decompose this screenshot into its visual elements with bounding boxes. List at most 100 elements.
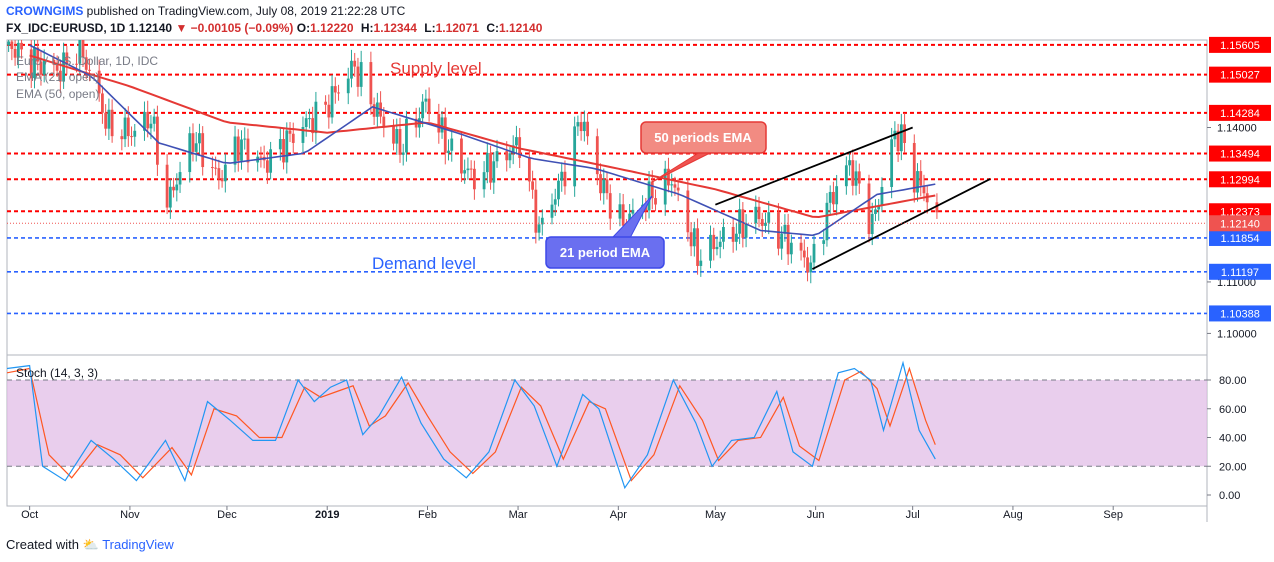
candle-body	[505, 151, 509, 161]
candle-body	[240, 139, 243, 161]
candle-body	[191, 133, 195, 152]
candle-body	[715, 246, 719, 250]
ema21-callout[interactable]: 21 period EMA	[545, 195, 665, 269]
candle-body	[835, 186, 839, 205]
candle-body	[874, 209, 877, 214]
candle-body	[731, 226, 735, 242]
price-level-tag	[1209, 305, 1271, 322]
candle-body	[398, 129, 402, 155]
candle-body	[104, 112, 108, 129]
candle-body	[783, 224, 787, 234]
candle-body	[401, 152, 405, 155]
candle-body	[712, 234, 716, 250]
time-tick-label: Jun	[807, 509, 825, 521]
candle-body	[495, 151, 499, 162]
stoch-tick-label: 0.00	[1219, 490, 1240, 502]
candle-body	[903, 124, 906, 143]
ema50-legend: EMA (50, open)	[16, 87, 99, 101]
candle-body	[692, 228, 696, 247]
candle-body	[133, 130, 137, 137]
candle-body	[621, 204, 625, 226]
tradingview-brand[interactable]: TradingView	[102, 537, 174, 552]
candle-body	[149, 123, 153, 129]
published-text: published on TradingView.com, July 08, 2…	[86, 4, 406, 18]
candle-body	[13, 48, 17, 58]
candle-body	[194, 143, 198, 152]
candle-body	[515, 137, 518, 146]
candle-body	[168, 186, 172, 208]
footer: Created with ⛅ TradingView	[6, 537, 174, 553]
candle-body	[372, 104, 376, 117]
candle-body	[278, 139, 282, 150]
candle-body	[223, 164, 227, 182]
publisher-name[interactable]: CROWNGIMS	[6, 4, 84, 18]
candle-body	[120, 136, 124, 140]
stoch-k-line	[7, 360, 936, 490]
candle-body	[722, 226, 725, 242]
candle-body	[460, 138, 463, 174]
candle-body	[802, 250, 806, 258]
price-level-labels: 1.156051.150271.142841.134941.129941.123…	[1209, 36, 1271, 322]
candle-body	[537, 224, 541, 233]
price-level-tag	[1209, 229, 1271, 246]
candle-body	[744, 223, 748, 238]
candle-body	[857, 171, 861, 184]
candle-body	[382, 116, 386, 127]
price-level-tag	[1209, 263, 1271, 280]
last-price-tag	[1209, 215, 1271, 232]
time-tick-label: Feb	[418, 509, 437, 521]
candle-body	[84, 57, 88, 70]
candle-body	[689, 232, 693, 247]
candle-body	[324, 101, 327, 105]
stoch-tick-label: 20.00	[1219, 461, 1247, 473]
candle-body	[337, 92, 340, 94]
candle-body	[832, 191, 835, 205]
candle-body	[734, 233, 738, 242]
high-value: 1.12344	[373, 21, 417, 35]
candle-body	[667, 168, 670, 186]
ema-50-line	[29, 54, 936, 219]
candle-body	[243, 138, 247, 140]
candle-body	[350, 60, 353, 79]
low-value: 1.12071	[435, 21, 479, 35]
candle-body	[663, 168, 667, 205]
candle-body	[935, 202, 939, 213]
candle-body	[764, 222, 767, 226]
candle-body	[7, 41, 11, 46]
candle-body	[650, 181, 654, 199]
tradingview-logo-icon[interactable]: ⛅	[82, 537, 99, 552]
price-level-value: 1.14284	[1220, 108, 1260, 120]
candle-body	[421, 101, 425, 119]
last-price-value: 1.12140	[1220, 218, 1260, 230]
candle-body	[469, 168, 473, 170]
candle-body	[754, 206, 758, 224]
candle-body	[178, 172, 182, 185]
ema21-callout-box	[545, 236, 665, 269]
candle-body	[447, 150, 450, 154]
candle-body	[236, 136, 240, 161]
candle-body	[288, 130, 292, 134]
stoch-d-line	[7, 366, 936, 482]
candle-body	[654, 198, 657, 205]
candle-body	[472, 168, 476, 190]
candle-body	[356, 66, 360, 87]
candle-body	[143, 111, 146, 131]
candle-body	[812, 243, 816, 263]
candle-body	[65, 52, 69, 64]
channel-lower-line[interactable]	[811, 178, 991, 270]
channel-upper-line[interactable]	[715, 126, 913, 206]
ema50-callout[interactable]: 50 periods EMA	[640, 121, 767, 183]
candle-body	[605, 179, 609, 194]
candle-body	[463, 170, 467, 174]
candle-body	[586, 121, 589, 137]
candle-body	[848, 160, 851, 166]
candle-body	[146, 111, 150, 129]
stoch-band	[7, 380, 1207, 467]
candle-body	[308, 118, 311, 120]
time-tick-label: Apr	[610, 509, 627, 521]
candle-body	[550, 204, 554, 218]
high-label: H:	[360, 21, 374, 35]
ema21-legend: EMA (21, open)	[16, 70, 99, 84]
candle-body	[573, 126, 577, 187]
